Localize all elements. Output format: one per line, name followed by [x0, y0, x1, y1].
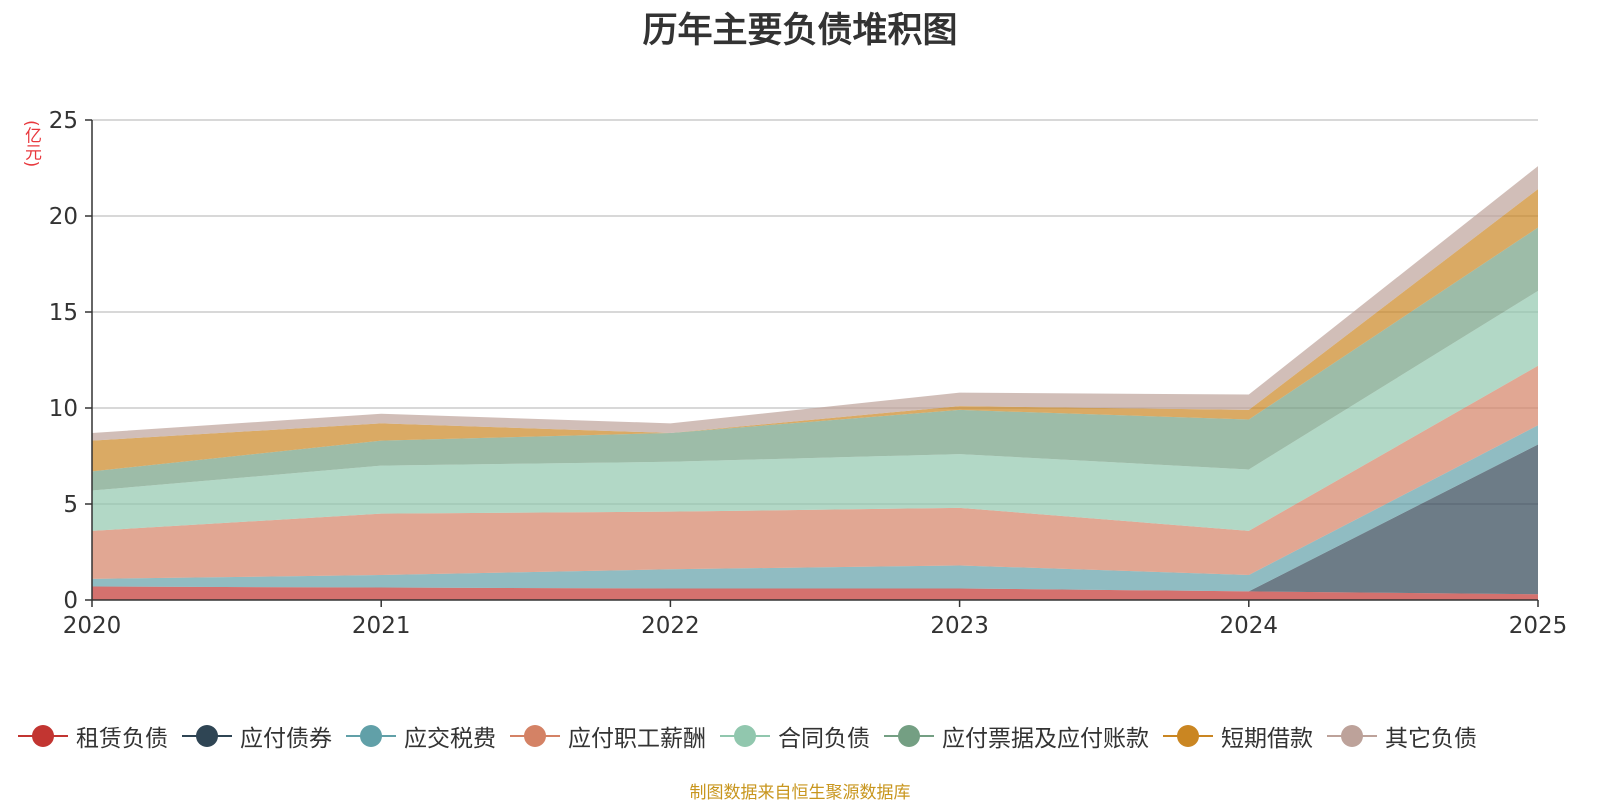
area-series-5[interactable] [92, 290, 1538, 531]
legend-label: 合同负债 [778, 726, 870, 752]
y-tick-label: 5 [63, 492, 78, 518]
legend-marker-icon [510, 723, 560, 749]
legend-label: 应付职工薪酬 [568, 726, 706, 752]
y-tick-label: 0 [63, 588, 78, 614]
x-tick-label: 2025 [1509, 613, 1568, 639]
x-tick-label: 2023 [930, 613, 989, 639]
legend-item-6[interactable]: 应付票据及应付账款 [884, 719, 1149, 753]
area-series-7[interactable] [92, 189, 1538, 472]
legend-marker-icon [720, 723, 770, 749]
area-series [92, 166, 1538, 600]
legend-item-1[interactable]: 租赁负债 [18, 719, 168, 753]
legend: 租赁负债 应付债券 应交税费 应付职工薪酬 合同负债 应付票据及应付账款 短期借款 其它负债 [18, 718, 1598, 754]
legend-item-5[interactable]: 合同负债 [720, 719, 870, 753]
legend-item-3[interactable]: 应交税费 [346, 719, 496, 753]
legend-item-4[interactable]: 应付职工薪酬 [510, 719, 706, 753]
x-tick-label: 2020 [63, 613, 122, 639]
legend-marker-icon [18, 723, 68, 749]
data-source-note: 制图数据来自恒生聚源数据库 [689, 783, 911, 803]
legend-item-8[interactable]: 其它负债 [1327, 719, 1477, 753]
area-series-4[interactable] [92, 365, 1538, 579]
legend-marker-icon [884, 723, 934, 749]
area-series-2[interactable] [92, 444, 1538, 595]
y-axis-unit-label: (亿元) [21, 120, 41, 168]
legend-item-2[interactable]: 应付债券 [182, 719, 332, 753]
legend-label: 应付债券 [240, 726, 332, 752]
y-tick-label: 15 [49, 300, 78, 326]
legend-label: 应付票据及应付账款 [942, 726, 1149, 752]
legend-label: 租赁负债 [76, 726, 168, 752]
legend-marker-icon [1163, 723, 1213, 749]
y-tick-label: 20 [49, 204, 78, 230]
legend-item-7[interactable]: 短期借款 [1163, 719, 1313, 753]
x-tick-label: 2021 [352, 613, 411, 639]
legend-marker-icon [1327, 723, 1377, 749]
chart-title: 历年主要负债堆积图 [642, 11, 958, 51]
x-tick-label: 2022 [641, 613, 700, 639]
y-tick-label: 25 [49, 108, 78, 134]
legend-label: 短期借款 [1221, 726, 1313, 752]
legend-marker-icon [346, 723, 396, 749]
legend-marker-icon [182, 723, 232, 749]
x-tick-label: 2024 [1220, 613, 1279, 639]
legend-label: 其它负债 [1385, 726, 1477, 752]
area-series-1[interactable] [92, 586, 1538, 600]
area-series-6[interactable] [92, 227, 1538, 491]
y-tick-label: 10 [49, 396, 78, 422]
legend-label: 应交税费 [404, 726, 496, 752]
